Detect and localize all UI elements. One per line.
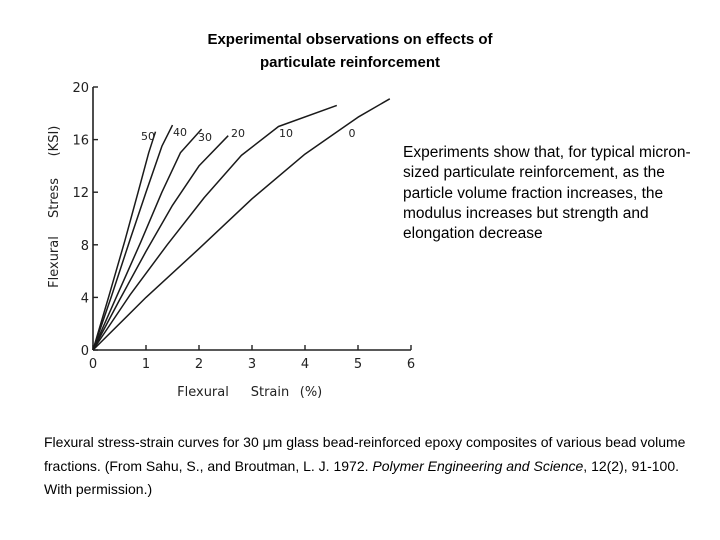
- curve-label-40: 40: [173, 126, 187, 139]
- x-axis-title-unit: (%): [300, 385, 323, 400]
- x-axis-title-word: Strain: [251, 385, 290, 400]
- x-tick-label: 6: [407, 357, 415, 372]
- y-tick-label: 4: [81, 291, 89, 306]
- curve-40: [92, 124, 174, 351]
- curve-50: [92, 131, 157, 351]
- y-axis-title-part: Stress: [47, 178, 62, 218]
- x-axis-title-word: Flexural: [177, 385, 229, 400]
- y-tick-label: 20: [72, 81, 89, 96]
- x-tick-label: 5: [354, 357, 362, 372]
- curve-label-30: 30: [198, 131, 212, 144]
- y-tick-label: 8: [81, 239, 89, 254]
- curve-0: [92, 98, 391, 351]
- x-tick-label: 0: [89, 357, 97, 372]
- x-tick-label: 2: [195, 357, 203, 372]
- curve-20: [92, 135, 229, 351]
- curve-10: [92, 104, 338, 351]
- y-axis-title-part: (KSI): [47, 126, 62, 157]
- curve-label-0: 0: [349, 127, 356, 140]
- side-note: Experiments show that, for typical micro…: [403, 144, 691, 243]
- slide-title: Experimental observations on effects of …: [150, 28, 550, 74]
- y-axis-title-part: Flexural: [47, 236, 62, 288]
- y-tick-label: 16: [72, 134, 89, 149]
- caption-text: Flexural stress-strain curves for 30 μm …: [44, 434, 686, 474]
- y-tick-label: 12: [72, 186, 89, 201]
- curve-label-10: 10: [279, 127, 293, 140]
- curve-30: [92, 128, 203, 351]
- x-tick-label: 1: [142, 357, 150, 372]
- curve-label-20: 20: [231, 127, 245, 140]
- title-line-2: particulate reinforcement: [259, 54, 441, 71]
- figure-caption: Flexural stress-strain curves for 30 μm …: [44, 431, 704, 502]
- caption-citation: , 12(2), 91-100. With permission.): [44, 457, 680, 498]
- caption-journal: Polymer Engineering and Science: [372, 457, 584, 474]
- x-tick-label: 3: [248, 357, 256, 372]
- y-tick-label: 0: [81, 344, 89, 359]
- title-line-1: Experimental observations on effects of: [207, 31, 493, 48]
- x-tick-label: 4: [301, 357, 309, 372]
- curve-label-50: 50: [141, 130, 155, 143]
